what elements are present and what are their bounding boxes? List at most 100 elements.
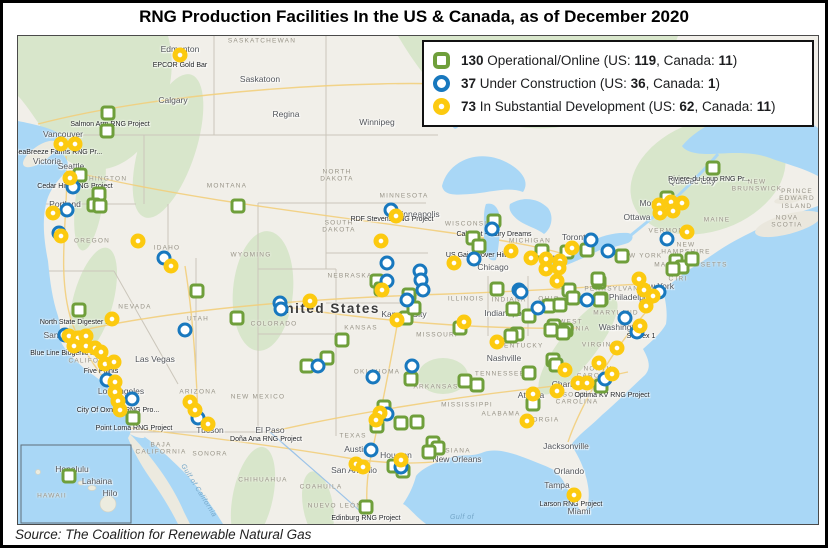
facility-marker-development[interactable] xyxy=(609,340,625,356)
facility-marker-under-construction[interactable] xyxy=(379,255,395,271)
facility-marker-development[interactable] xyxy=(187,402,203,418)
facility-marker-development[interactable] xyxy=(172,47,188,63)
facility-marker-development[interactable] xyxy=(53,228,69,244)
facility-marker-development[interactable] xyxy=(632,318,648,334)
facility-marker-development[interactable] xyxy=(566,487,582,503)
facility-marker-development[interactable] xyxy=(302,293,318,309)
facility-marker-operational[interactable] xyxy=(403,371,419,387)
facility-marker-development[interactable] xyxy=(446,255,462,271)
facility-marker-operational[interactable] xyxy=(590,271,606,287)
facility-marker-under-construction[interactable] xyxy=(583,232,599,248)
facility-marker-development[interactable] xyxy=(591,355,607,371)
facility-marker-development[interactable] xyxy=(489,334,505,350)
facility-marker-operational[interactable] xyxy=(230,198,246,214)
facility-marker-under-construction[interactable] xyxy=(365,369,381,385)
facility-marker-development[interactable] xyxy=(104,311,120,327)
legend-item-label: 130 Operational/Online (US: 119, Canada:… xyxy=(461,53,738,68)
facility-marker-development[interactable] xyxy=(106,354,122,370)
facility-marker-under-construction[interactable] xyxy=(659,231,675,247)
facility-marker-development[interactable] xyxy=(665,203,681,219)
facility-marker-under-construction[interactable] xyxy=(399,292,415,308)
facility-marker-under-construction[interactable] xyxy=(466,251,482,267)
facility-marker-operational[interactable] xyxy=(421,444,437,460)
facility-marker-development[interactable] xyxy=(163,258,179,274)
facility-marker-development[interactable] xyxy=(564,240,580,256)
facility-marker-operational[interactable] xyxy=(100,105,116,121)
facility-marker-under-construction[interactable] xyxy=(404,358,420,374)
facility-marker-operational[interactable] xyxy=(92,198,108,214)
facility-marker-development[interactable] xyxy=(525,386,541,402)
facility-marker-operational[interactable] xyxy=(393,415,409,431)
facility-marker-development[interactable] xyxy=(557,362,573,378)
legend-item-under-construction: 37 Under Construction (US: 36, Canada: 1… xyxy=(433,72,803,95)
facility-marker-operational[interactable] xyxy=(99,123,115,139)
facility-marker-development[interactable] xyxy=(652,205,668,221)
facility-marker-development[interactable] xyxy=(638,298,654,314)
facility-marker-development[interactable] xyxy=(200,416,216,432)
facility-marker-under-construction[interactable] xyxy=(600,243,616,259)
facility-marker-operational[interactable] xyxy=(61,468,77,484)
facility-marker-development[interactable] xyxy=(604,366,620,382)
facility-marker-operational[interactable] xyxy=(503,328,519,344)
facility-marker-operational[interactable] xyxy=(469,377,485,393)
facility-marker-under-construction[interactable] xyxy=(579,292,595,308)
facility-marker-development[interactable] xyxy=(549,273,565,289)
facility-marker-under-construction[interactable] xyxy=(59,202,75,218)
facility-marker-development[interactable] xyxy=(538,261,554,277)
facility-marker-development[interactable] xyxy=(53,136,69,152)
facility-marker-development[interactable] xyxy=(45,205,61,221)
facility-marker-under-construction[interactable] xyxy=(513,284,529,300)
facility-marker-operational[interactable] xyxy=(614,248,630,264)
facility-marker-development[interactable] xyxy=(368,412,384,428)
facility-marker-development[interactable] xyxy=(355,459,371,475)
facility-marker-under-construction[interactable] xyxy=(310,358,326,374)
legend-item-development: 73 In Substantial Development (US: 62, C… xyxy=(433,95,803,118)
facility-marker-operational[interactable] xyxy=(358,499,374,515)
facility-marker-operational[interactable] xyxy=(521,365,537,381)
facility-marker-operational[interactable] xyxy=(665,261,681,277)
facility-marker-operational[interactable] xyxy=(71,302,87,318)
facility-marker-operational[interactable] xyxy=(565,290,581,306)
facility-marker-under-construction[interactable] xyxy=(415,282,431,298)
facility-marker-development[interactable] xyxy=(93,344,109,360)
facility-marker-development[interactable] xyxy=(551,260,567,276)
facility-marker-operational[interactable] xyxy=(552,297,568,313)
facility-marker-under-construction[interactable] xyxy=(530,300,546,316)
facility-marker-development[interactable] xyxy=(374,282,390,298)
facility-marker-development[interactable] xyxy=(549,383,565,399)
map[interactable]: SASKATCHEWAN MONTANA NORTH DAKOTA SOUTH DAK… xyxy=(17,35,819,525)
facility-marker-operational[interactable] xyxy=(229,310,245,326)
facility-marker-development[interactable] xyxy=(67,136,83,152)
facility-marker-development[interactable] xyxy=(393,452,409,468)
facility-marker-development[interactable] xyxy=(62,170,78,186)
facility-marker-operational[interactable] xyxy=(489,281,505,297)
facility-marker-development[interactable] xyxy=(519,413,535,429)
facility-marker-operational[interactable] xyxy=(334,332,350,348)
facility-marker-operational[interactable] xyxy=(409,414,425,430)
facility-marker-development[interactable] xyxy=(373,233,389,249)
facility-marker-under-construction[interactable] xyxy=(617,310,633,326)
facility-marker-operational[interactable] xyxy=(189,283,205,299)
facility-marker-development[interactable] xyxy=(679,224,695,240)
facility-marker-development[interactable] xyxy=(579,375,595,391)
facility-marker-under-construction[interactable] xyxy=(177,322,193,338)
facility-marker-development[interactable] xyxy=(456,314,472,330)
facility-marker-operational[interactable] xyxy=(555,325,571,341)
facility-marker-operational[interactable] xyxy=(592,292,608,308)
facility-marker-development[interactable] xyxy=(523,250,539,266)
facility-marker-operational[interactable] xyxy=(125,410,141,426)
facility-marker-development[interactable] xyxy=(388,208,404,224)
facility-marker-development[interactable] xyxy=(66,338,82,354)
facility-marker-under-construction[interactable] xyxy=(273,301,289,317)
facility-marker-operational[interactable] xyxy=(705,160,721,176)
facility-marker-under-construction[interactable] xyxy=(124,391,140,407)
facility-marker-operational[interactable] xyxy=(471,238,487,254)
facility-marker-under-construction[interactable] xyxy=(484,221,500,237)
facility-marker-under-construction[interactable] xyxy=(363,442,379,458)
facility-marker-operational[interactable] xyxy=(505,301,521,317)
facility-marker-development[interactable] xyxy=(130,233,146,249)
facility-marker-development[interactable] xyxy=(112,402,128,418)
facility-marker-development[interactable] xyxy=(389,312,405,328)
facility-marker-development[interactable] xyxy=(503,243,519,259)
facility-marker-operational[interactable] xyxy=(684,251,700,267)
